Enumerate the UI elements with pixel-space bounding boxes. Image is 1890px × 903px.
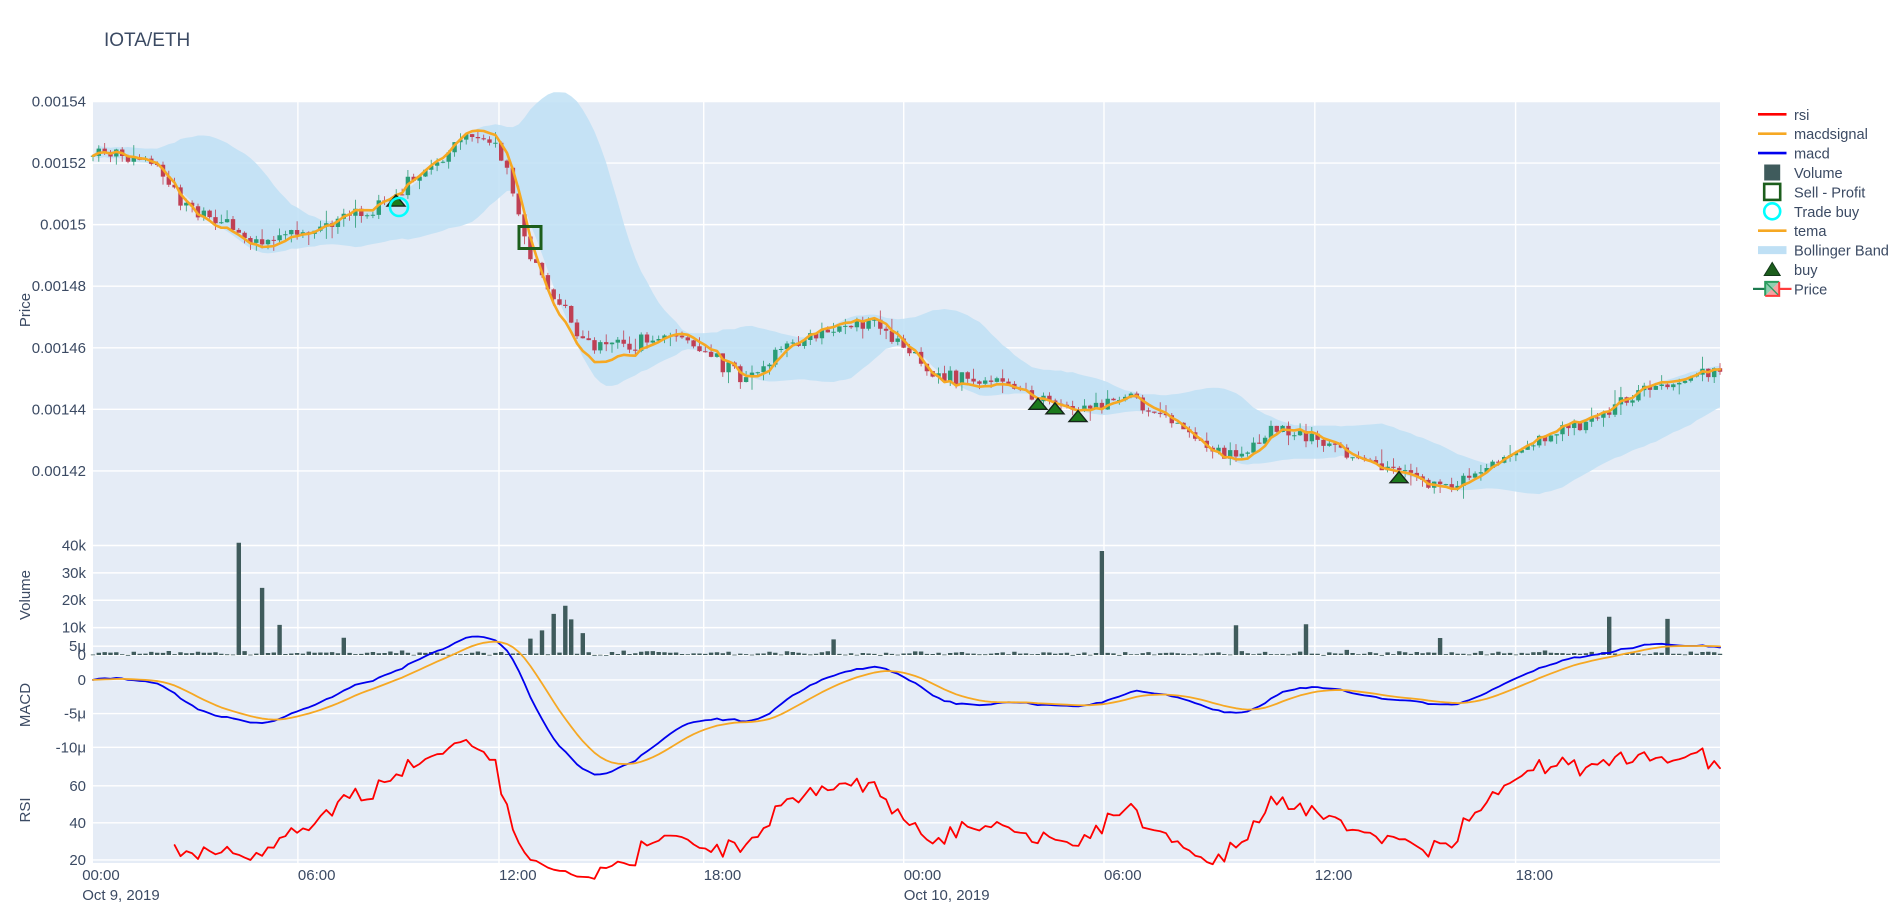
svg-text:0.0015: 0.0015 [40, 217, 86, 234]
svg-text:0.00146: 0.00146 [32, 340, 86, 357]
svg-text:macd: macd [1794, 147, 1830, 163]
svg-text:0.00142: 0.00142 [32, 463, 86, 480]
svg-text:Volume: Volume [17, 570, 34, 620]
svg-text:06:00: 06:00 [1104, 867, 1142, 884]
svg-text:Sell - Profit: Sell - Profit [1794, 185, 1865, 201]
svg-text:20k: 20k [62, 592, 87, 609]
svg-text:Oct 10, 2019: Oct 10, 2019 [904, 887, 990, 903]
svg-text:06:00: 06:00 [298, 867, 336, 884]
svg-text:0.00154: 0.00154 [32, 94, 86, 111]
svg-text:tema: tema [1794, 224, 1827, 240]
svg-text:macdsignal: macdsignal [1794, 127, 1868, 143]
svg-text:40k: 40k [62, 538, 87, 555]
svg-text:0.00148: 0.00148 [32, 278, 86, 295]
svg-text:Trade buy: Trade buy [1794, 205, 1860, 221]
svg-text:buy: buy [1794, 263, 1818, 279]
svg-text:10k: 10k [62, 620, 87, 637]
svg-text:Oct 9, 2019: Oct 9, 2019 [82, 887, 160, 903]
svg-text:18:00: 18:00 [704, 867, 742, 884]
svg-text:MACD: MACD [17, 683, 34, 727]
svg-text:-5μ: -5μ [64, 706, 86, 723]
svg-text:30k: 30k [62, 565, 87, 582]
svg-text:40: 40 [69, 815, 86, 832]
svg-text:Price: Price [1794, 282, 1827, 298]
svg-text:Price: Price [17, 293, 34, 327]
svg-text:00:00: 00:00 [82, 867, 120, 884]
svg-text:RSI: RSI [17, 797, 34, 822]
svg-text:12:00: 12:00 [499, 867, 537, 884]
svg-text:0: 0 [78, 672, 86, 689]
svg-text:rsi: rsi [1794, 108, 1809, 124]
svg-text:0.00152: 0.00152 [32, 155, 86, 172]
svg-text:-10μ: -10μ [56, 739, 86, 756]
svg-text:5μ: 5μ [69, 638, 86, 655]
svg-text:18:00: 18:00 [1516, 867, 1554, 884]
svg-text:60: 60 [69, 778, 86, 795]
svg-text:Volume: Volume [1794, 166, 1843, 182]
svg-text:12:00: 12:00 [1315, 867, 1353, 884]
svg-text:0.00144: 0.00144 [32, 401, 86, 418]
svg-text:00:00: 00:00 [904, 867, 942, 884]
svg-text:Bollinger Band: Bollinger Band [1794, 244, 1889, 260]
